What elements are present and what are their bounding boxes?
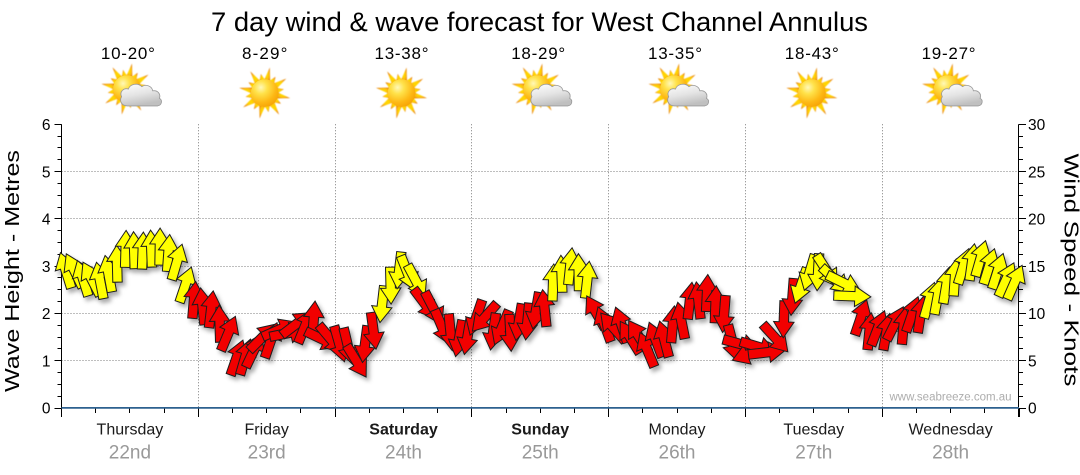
svg-text:Wednesday: Wednesday [908, 421, 992, 438]
svg-text:27th: 27th [795, 443, 832, 464]
svg-text:20: 20 [1028, 212, 1046, 229]
svg-text:25th: 25th [522, 443, 559, 464]
svg-text:26th: 26th [659, 443, 696, 464]
svg-text:Thursday: Thursday [97, 421, 164, 438]
svg-text:www.seabreeze.com.au: www.seabreeze.com.au [888, 392, 1011, 404]
svg-text:0: 0 [42, 401, 51, 418]
svg-text:Sunday: Sunday [511, 421, 569, 438]
svg-text:22nd: 22nd [109, 443, 151, 464]
svg-text:7 day wind & wave forecast for: 7 day wind & wave forecast for West Chan… [211, 7, 868, 37]
svg-text:30: 30 [1028, 117, 1046, 134]
svg-text:5: 5 [42, 164, 51, 181]
svg-text:8-29°: 8-29° [242, 44, 288, 63]
svg-text:10: 10 [1028, 306, 1046, 323]
svg-text:0: 0 [1028, 401, 1037, 418]
svg-text:18-29°: 18-29° [511, 44, 565, 63]
svg-text:Saturday: Saturday [369, 421, 438, 438]
svg-text:24th: 24th [385, 443, 422, 464]
svg-text:Tuesday: Tuesday [783, 421, 844, 438]
svg-text:3: 3 [42, 259, 51, 276]
svg-text:18-43°: 18-43° [785, 44, 839, 63]
svg-text:25: 25 [1028, 164, 1045, 181]
svg-text:13-35°: 13-35° [648, 44, 702, 63]
svg-text:19-27°: 19-27° [922, 44, 976, 63]
svg-text:Wind Speed - Knots: Wind Speed - Knots [1060, 154, 1080, 387]
svg-text:13-38°: 13-38° [375, 44, 429, 63]
svg-text:15: 15 [1028, 259, 1045, 276]
svg-text:Monday: Monday [649, 421, 706, 438]
svg-text:23rd: 23rd [248, 443, 286, 464]
svg-text:4: 4 [42, 212, 51, 229]
svg-text:Wave Height - Metres: Wave Height - Metres [2, 150, 24, 392]
svg-text:28th: 28th [932, 443, 969, 464]
svg-text:1: 1 [42, 353, 51, 370]
svg-text:2: 2 [42, 306, 51, 323]
svg-text:5: 5 [1028, 353, 1037, 370]
svg-text:10-20°: 10-20° [101, 44, 155, 63]
svg-text:6: 6 [42, 117, 51, 134]
svg-text:Friday: Friday [244, 421, 288, 438]
